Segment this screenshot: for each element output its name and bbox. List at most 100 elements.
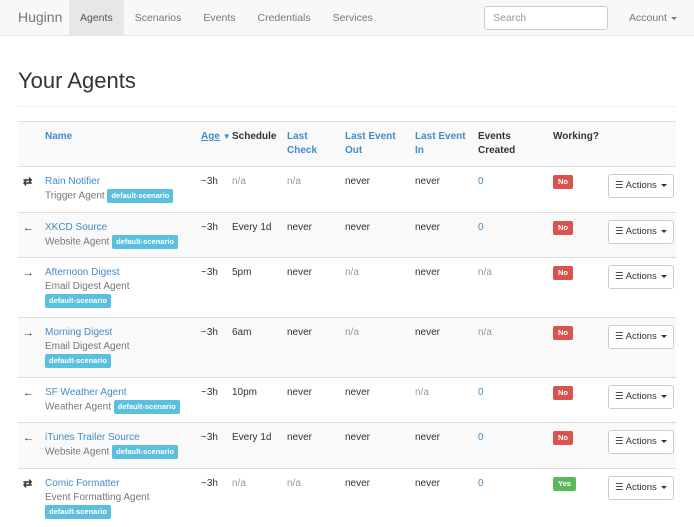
events-created-link[interactable]: 0 [478,176,484,187]
last-event-out: never [340,422,410,469]
caret-down-icon [660,485,667,489]
last-event-in: never [410,257,473,318]
last-event-in: never [410,316,473,378]
actions-button[interactable]: ☰ Actions [608,324,674,349]
search-input[interactable] [484,6,608,30]
scenario-label[interactable]: default-scenario [113,399,180,414]
table-row: ← SF Weather Agent Weather Agent default… [18,376,676,423]
header-last-event-out[interactable]: Last Event Out [345,131,396,156]
sort-desc-icon: ▼ [222,132,231,141]
scenario-label[interactable]: default-scenario [107,189,174,203]
last-event-out: never [340,376,410,423]
actions-button[interactable]: ☰ Actions [608,219,674,244]
caret-down-icon [660,183,667,187]
actions-button[interactable]: ☰ Actions [608,475,674,500]
header-last-check[interactable]: Last Check [287,131,318,156]
actions-button[interactable]: ☰ Actions [608,384,674,409]
schedule: 6am [228,316,282,378]
header-last-event-in[interactable]: Last Event In [415,131,466,156]
agent-type: Event Formatting Agent [45,491,150,503]
agent-type: Email Digest Agent [45,281,130,293]
scenario-label[interactable]: default-scenario [45,294,111,309]
agent-name-link[interactable]: iTunes Trailer Source [45,432,140,444]
age: ~3h [196,166,228,213]
schedule: 5pm [228,257,282,318]
nav-events[interactable]: Events [203,12,236,24]
schedule: 10pm [228,376,282,423]
table-row: → Morning Digest Email Digest Agent defau… [18,316,676,378]
nav-items: Agents Scenarios Events Credentials Serv… [69,0,384,36]
arrow-left-icon: ← [23,386,34,399]
table-row: ⇄ Rain Notifier Trigger Agent default-sc… [18,166,676,213]
header-name[interactable]: Name [45,131,73,142]
account-label: Account [629,12,667,24]
nav-services[interactable]: Services [332,12,373,24]
arrow-right-icon: → [23,326,34,339]
last-event-out: n/a [340,316,410,378]
nav-credentials[interactable]: Credentials [257,12,311,24]
brand-logo[interactable]: Huginn [18,9,63,25]
events-created: n/a [478,267,492,279]
agent-name-link[interactable]: XKCD Source [45,221,108,233]
events-created-link[interactable]: 0 [478,386,484,398]
last-check: never [282,211,340,258]
actions-label: Actions [625,271,657,283]
last-check: never [282,316,340,378]
actions-label: Actions [625,225,657,237]
exchange-icon: ⇄ [23,176,33,188]
last-check: never [282,257,340,318]
table-row: ⇄ Comic Formatter Event Formatting Agent… [18,467,676,527]
events-created-link[interactable]: 0 [478,477,484,489]
list-icon: ☰ [615,481,624,493]
events-created-link[interactable]: 0 [478,432,484,444]
scenario-label[interactable]: default-scenario [45,353,111,368]
header-events-created: Events Created [473,121,548,167]
last-check: never [282,376,340,423]
agent-type: Website Agent [45,446,110,458]
working-badge: No [553,431,573,446]
last-event-in: never [410,422,473,469]
table-row: ← XKCD Source Website Agent default-scen… [18,211,676,258]
actions-label: Actions [625,180,657,191]
actions-button[interactable]: ☰ Actions [608,265,674,290]
last-check: n/a [282,166,340,213]
header-age[interactable]: Age [201,131,220,142]
list-icon: ☰ [615,436,624,448]
age: ~3h [196,316,228,378]
nav-scenarios[interactable]: Scenarios [134,12,182,24]
actions-button[interactable]: ☰ Actions [608,174,674,198]
account-dropdown[interactable]: Account [629,0,677,36]
list-icon: ☰ [615,271,624,283]
arrow-right-icon: → [23,267,34,280]
agent-name-link[interactable]: Morning Digest [45,326,113,338]
last-event-in: never [410,467,473,527]
working-badge: No [553,220,573,235]
actions-label: Actions [625,481,657,493]
caret-down-icon [660,394,667,398]
last-event-out: never [340,166,410,213]
scenario-label[interactable]: default-scenario [45,504,111,519]
arrow-left-icon: ← [23,221,34,234]
actions-label: Actions [625,330,657,342]
events-created-link[interactable]: 0 [478,221,484,233]
agent-name-link[interactable]: SF Weather Agent [45,386,127,398]
schedule: n/a [228,166,282,213]
arrow-left-icon: ← [23,432,34,445]
agent-name-link[interactable]: Rain Notifier [45,176,101,187]
agent-type: Email Digest Agent [45,340,130,352]
agent-type: Website Agent [45,236,110,248]
agent-name-link[interactable]: Afternoon Digest [45,267,120,279]
table-row: → Afternoon Digest Email Digest Agent def… [18,257,676,318]
list-icon: ☰ [615,180,624,191]
last-event-in: n/a [410,376,473,423]
scenario-label[interactable]: default-scenario [112,234,179,249]
agent-name-link[interactable]: Comic Formatter [45,477,120,489]
agent-type: Trigger Agent [45,190,105,202]
scenario-label[interactable]: default-scenario [112,445,179,460]
schedule: n/a [228,467,282,527]
nav-agents[interactable]: Agents [69,0,124,36]
last-event-in: never [410,211,473,258]
working-badge: No [553,385,573,400]
last-check: never [282,422,340,469]
actions-button[interactable]: ☰ Actions [608,430,674,455]
